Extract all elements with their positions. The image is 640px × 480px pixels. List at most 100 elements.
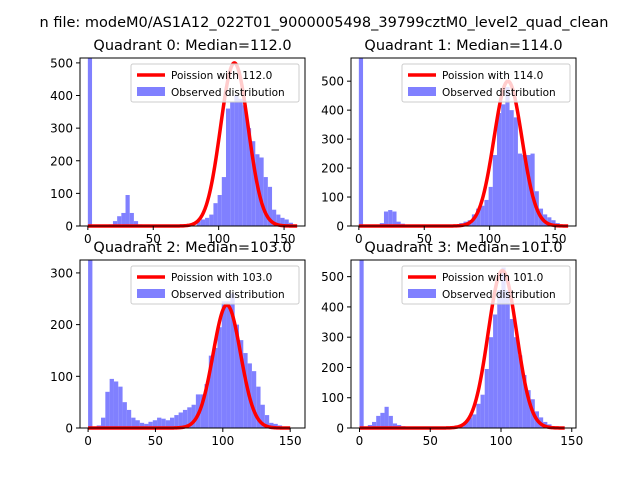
y-tick-label-q3-0: 0	[336, 422, 344, 436]
quadrant-2-title: Quadrant 2: Median=103.0	[93, 240, 291, 256]
y-tick-label-q3-5: 500	[321, 270, 344, 284]
hist-bar-q1-2	[383, 211, 389, 226]
quadrant-0-panel: 0 50 100 150 0 100 200 300 400 500 Quadrant 0: Med…	[50, 38, 306, 246]
hist-bar-q0-26	[251, 141, 256, 226]
x-tick-label-q1-0: 0	[355, 232, 363, 246]
axes-frame-q2	[79, 259, 306, 429]
hist-bar-q2-16	[161, 418, 166, 428]
hist-bar-q2-4	[109, 378, 114, 428]
y-tick-label-q0-4: 400	[50, 89, 73, 103]
x-tick-label-q1-1: 50	[417, 232, 432, 246]
axes-frame-q0	[79, 57, 306, 227]
hist-bar-q1-30	[551, 220, 556, 226]
hist-bar-q1-4	[392, 211, 397, 226]
quadrant-3-title: Quadrant 3: Median=101.0	[364, 240, 562, 256]
hist-bar-q2-9	[131, 417, 136, 428]
hist-bar-q3-26	[526, 390, 531, 428]
hist-bar-q2-12	[144, 423, 149, 428]
legend-box-q2	[130, 265, 300, 305]
poisson-line-q1	[357, 79, 570, 228]
hist-bar-q1-15	[488, 186, 493, 226]
legend-hist-label-q3: Observed distribution	[442, 289, 556, 301]
hist-bar-q0-32	[276, 214, 281, 226]
hist-bar-q0-21	[230, 102, 235, 226]
legend-hist-swatch-q2	[137, 289, 165, 298]
hist-bar-q1-29	[547, 217, 552, 226]
hist-bar-q1-22	[517, 153, 523, 226]
hist-bar-q2-8	[126, 409, 132, 428]
legend-line-label-q1: Poission with 114.0	[442, 70, 543, 82]
quadrant-0-title: Quadrant 0: Median=112.0	[93, 38, 291, 54]
legend-line-label-q0: Poission with 112.0	[171, 70, 272, 82]
x-tick-label-q1-3: 150	[544, 232, 567, 246]
hist-bar-q3-4	[380, 412, 385, 428]
hist-bar-q2-28	[213, 347, 218, 428]
hist-bar-q0-17	[213, 203, 218, 226]
x-tick-label-q3-1: 50	[423, 434, 438, 448]
hist-bar-q2-29	[217, 327, 222, 428]
legend-box-q3	[401, 265, 571, 305]
hist-bar-q1-20	[509, 110, 514, 226]
x-tick-label-q0-2: 100	[207, 232, 230, 246]
x-tick-label-q3-0: 0	[356, 434, 364, 448]
hist-bar-q2-20	[178, 412, 183, 428]
y-tick-label-q1-3: 300	[321, 133, 344, 147]
legend-line-label-q2: Poission with 103.0	[171, 272, 272, 284]
hist-bar-q1-5	[396, 221, 401, 226]
x-tick-label-q2-0: 0	[84, 434, 92, 448]
y-tick-label-q3-1: 100	[321, 391, 344, 405]
y-tick-label-q2-3: 300	[50, 266, 73, 280]
hist-bar-q1-19	[505, 86, 510, 226]
hist-bar-q2-30	[221, 301, 227, 428]
hist-bar-q0-4	[121, 212, 126, 226]
hist-bar-q1-24	[526, 155, 531, 226]
hist-bar-q2-31	[226, 301, 231, 428]
hist-bar-q1-18	[501, 104, 506, 226]
hist-bar-q0-14	[200, 219, 206, 226]
hist-bar-q2-6	[118, 386, 123, 428]
hist-bar-q3-16	[484, 368, 489, 428]
hist-bar-q0-15	[205, 217, 210, 226]
figure-suptitle: n file: modeM0/AS1A12_022T01_9000005498_…	[40, 15, 609, 31]
hist-bar-q0-22	[234, 95, 239, 227]
x-tick-label-q3-3: 150	[560, 434, 583, 448]
hist-bar-q0-31	[272, 209, 277, 226]
hist-bar-q2-23	[191, 404, 196, 428]
quadrant-2-panel: 0 50 100 150 0 100 200 300 Quadrant 2: Median=10…	[50, 240, 306, 448]
y-tick-label-q0-3: 300	[50, 122, 73, 136]
hist-bar-q0-24	[242, 105, 247, 226]
hist-bar-q2-17	[165, 420, 170, 428]
hist-bar-q3-7	[392, 423, 398, 428]
hist-bar-q2-7	[122, 402, 127, 428]
hist-bar-q2-0	[88, 260, 93, 428]
y-tick-label-q1-5: 500	[321, 75, 344, 89]
y-tick-label-q0-0: 0	[65, 220, 73, 234]
hist-bar-q2-18	[170, 417, 175, 428]
hist-bar-q1-17	[496, 113, 502, 226]
hist-bar-q3-6	[388, 415, 393, 428]
hist-bar-q0-23	[238, 98, 243, 226]
hist-bar-q1-3	[388, 210, 393, 226]
hist-bar-q1-14	[484, 199, 489, 226]
hist-bar-q2-33	[234, 324, 239, 428]
hist-bar-q3-22	[509, 319, 514, 428]
hist-bar-q2-25	[200, 394, 205, 428]
x-tick-label-q0-0: 0	[84, 232, 92, 246]
y-tick-label-q0-2: 200	[50, 154, 73, 168]
hist-bar-q1-16	[492, 155, 497, 226]
hist-bar-q2-11	[139, 422, 145, 428]
hist-bar-q3-21	[505, 290, 510, 428]
hist-bar-q0-28	[259, 157, 264, 226]
x-tick-label-q2-1: 50	[148, 434, 163, 448]
legend-hist-label-q1: Observed distribution	[442, 87, 556, 99]
y-tick-label-q0-5: 500	[50, 56, 73, 70]
hist-bar-q0-7	[133, 221, 139, 226]
quadrant-3-panel: 0 50 100 150 0 100 200 300 400 500 Quadrant 3: Med…	[321, 240, 583, 448]
hist-bar-q3-23	[513, 337, 519, 428]
hist-bar-q3-3	[376, 415, 381, 428]
legend-box-q1	[401, 63, 571, 103]
y-tick-label-q3-2: 200	[321, 361, 344, 375]
y-tick-label-q1-2: 200	[321, 162, 344, 176]
legend-line-label-q3: Poission with 101.0	[442, 272, 543, 284]
